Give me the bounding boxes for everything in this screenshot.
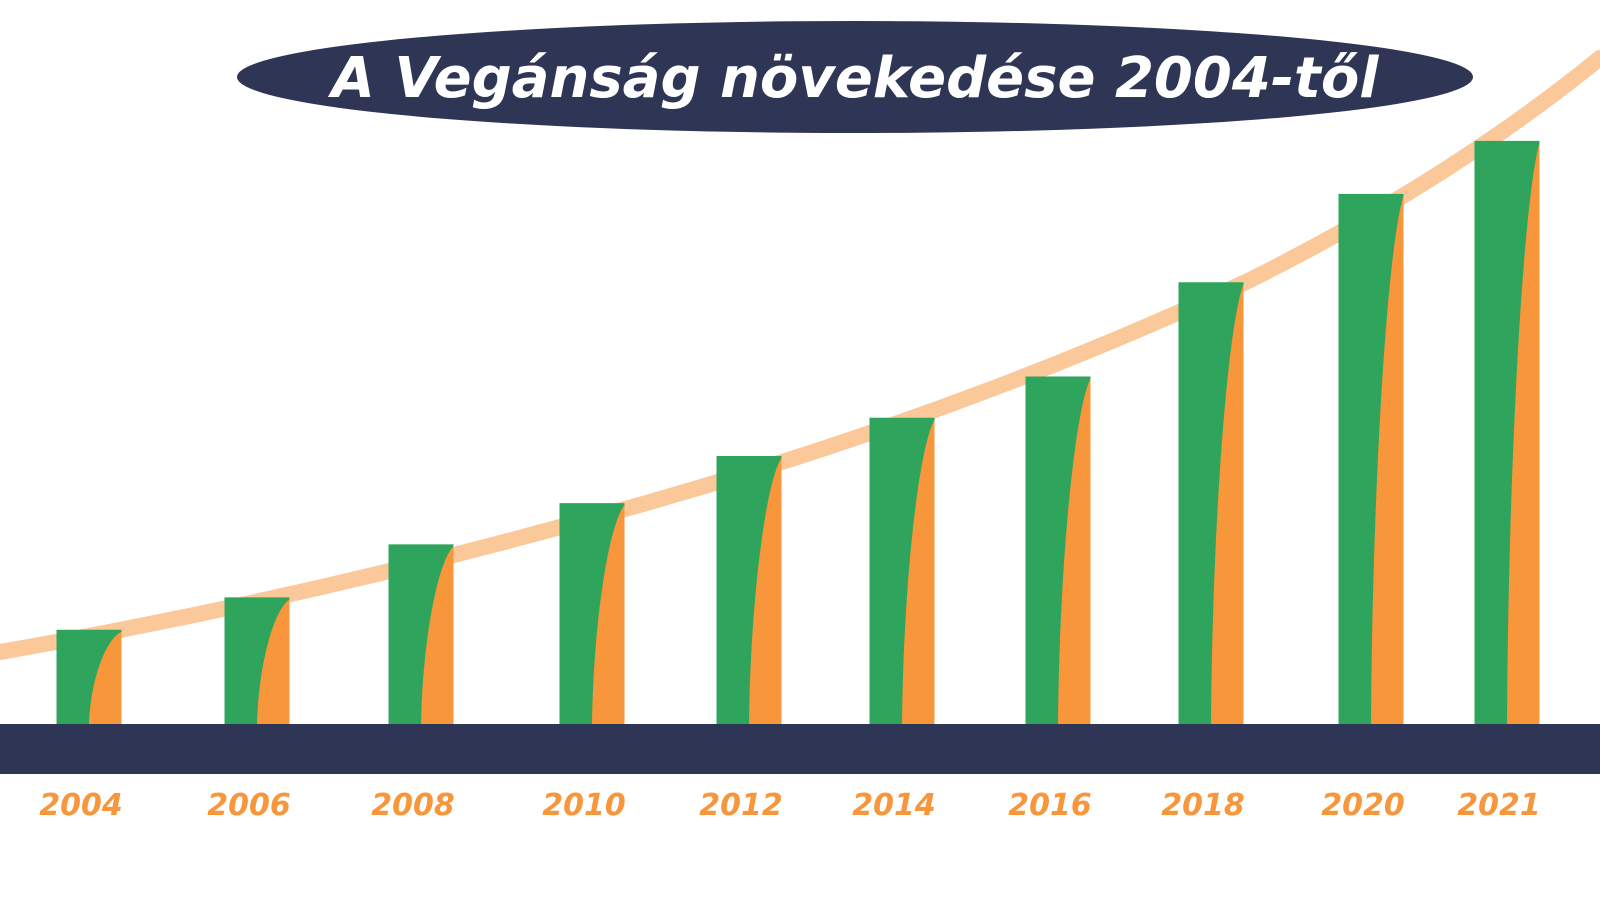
bar-2018 (1178, 282, 1244, 724)
bar-accent-2014 (902, 419, 935, 724)
bar-accent-2021 (1507, 142, 1540, 724)
x-axis-tick-labels: 2004 2006 2008 2010 2012 2014 2016 2018 2020 2021 (39, 788, 1541, 823)
bar-2020 (1338, 193, 1404, 724)
bar-accent-2006 (257, 599, 290, 724)
x-tick-label-2006: 2006 (207, 788, 291, 823)
bar-2004 (56, 629, 122, 724)
bar-2016 (1025, 376, 1091, 724)
bar-accent-2008 (421, 546, 454, 724)
bar-accent-2012 (749, 458, 782, 724)
bar-accent-2010 (592, 505, 625, 724)
x-tick-label-2008: 2008 (371, 788, 455, 823)
x-tick-label-2016: 2016 (1008, 788, 1092, 823)
bar-2021 (1474, 140, 1540, 724)
x-tick-label-2004: 2004 (39, 788, 123, 823)
bar-2006 (224, 597, 290, 724)
bar-accent-2004 (89, 631, 122, 724)
bar-2008 (388, 544, 454, 724)
bars-group (56, 140, 1540, 724)
bar-accent-2020 (1371, 195, 1404, 724)
bar-accent-2016 (1058, 378, 1091, 724)
x-axis-band (0, 724, 1600, 774)
title-banner (237, 21, 1473, 133)
x-tick-label-2018: 2018 (1161, 788, 1245, 823)
chart-title: A Vegánság növekedése 2004-től (328, 46, 1380, 111)
x-tick-label-2020: 2020 (1321, 788, 1405, 823)
bar-accent-2018 (1211, 284, 1244, 724)
x-tick-label-2010: 2010 (542, 788, 626, 823)
bar-2014 (869, 417, 935, 724)
x-tick-label-2012: 2012 (699, 788, 783, 823)
x-tick-label-2014: 2014 (852, 788, 936, 823)
bar-2012 (716, 456, 782, 724)
x-tick-label-2021: 2021 (1457, 788, 1541, 823)
bar-2010 (559, 503, 625, 724)
